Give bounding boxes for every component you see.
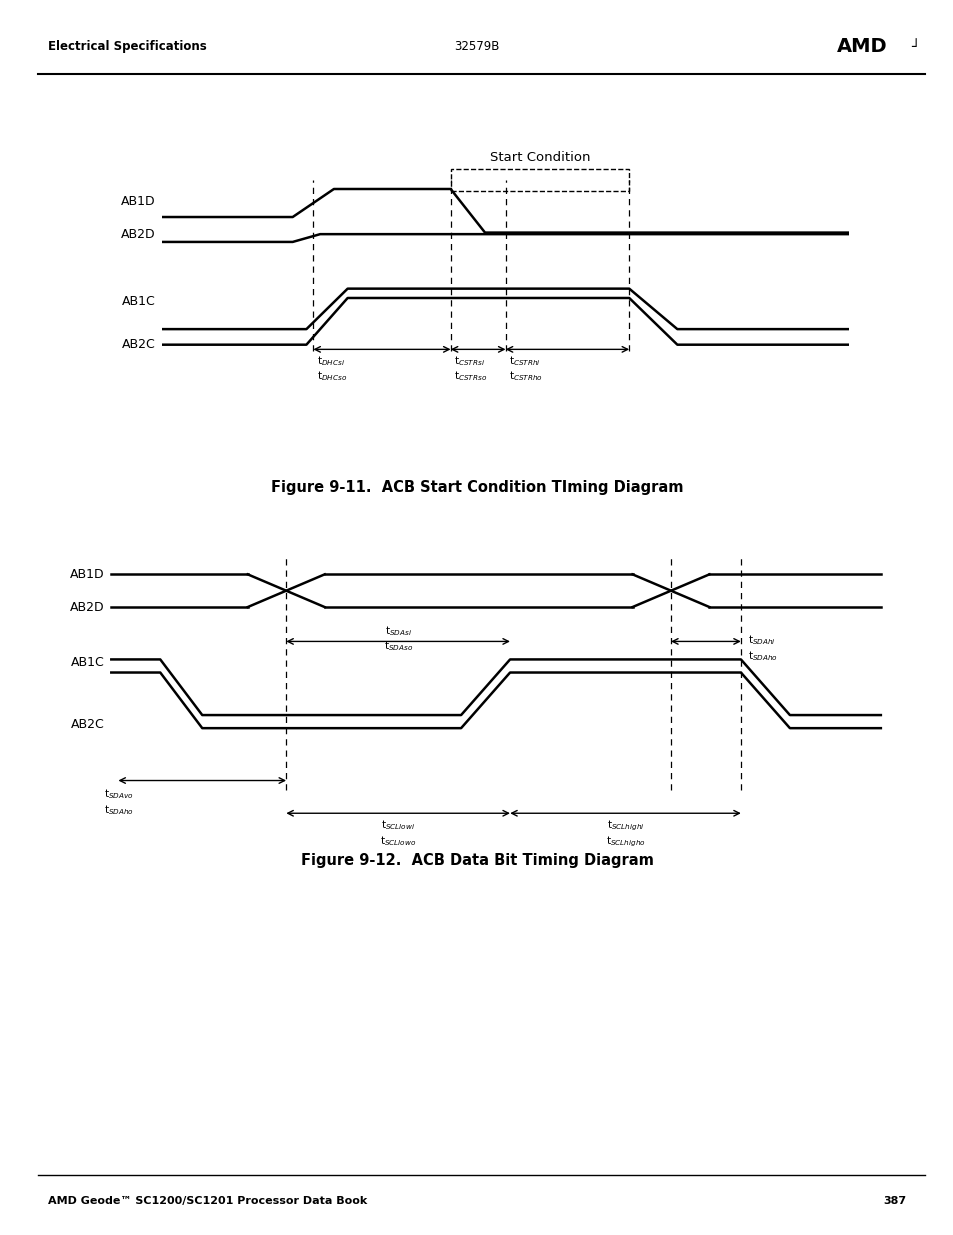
Text: t$_{SDAhi}$: t$_{SDAhi}$ (747, 632, 775, 647)
Text: t$_{SCLhigho}$: t$_{SCLhigho}$ (605, 835, 645, 848)
Text: Start Condition: Start Condition (489, 151, 590, 164)
Text: t$_{SCLlowi}$: t$_{SCLlowi}$ (380, 818, 415, 832)
Text: AB2D: AB2D (121, 227, 155, 241)
Text: AB1C: AB1C (71, 656, 104, 669)
Text: t$_{SDAso}$: t$_{SDAso}$ (383, 638, 413, 653)
Text: t$_{SDAvo}$: t$_{SDAvo}$ (104, 787, 134, 800)
Text: ┘: ┘ (910, 40, 919, 53)
Text: Figure 9-12.  ACB Data Bit Timing Diagram: Figure 9-12. ACB Data Bit Timing Diagram (300, 853, 653, 868)
Text: AB1D: AB1D (70, 568, 104, 580)
Text: t$_{CSTRhi}$: t$_{CSTRhi}$ (509, 354, 540, 368)
Text: 32579B: 32579B (454, 40, 499, 53)
Text: AB1D: AB1D (121, 195, 155, 207)
Text: AB2C: AB2C (121, 338, 155, 351)
Text: t$_{CSTRho}$: t$_{CSTRho}$ (509, 369, 542, 383)
Text: t$_{SDAsi}$: t$_{SDAsi}$ (384, 625, 412, 638)
Text: Figure 9-11.  ACB Start Condition TIming Diagram: Figure 9-11. ACB Start Condition TIming … (271, 480, 682, 495)
Text: Electrical Specifications: Electrical Specifications (48, 40, 206, 53)
Text: t$_{DHCso}$: t$_{DHCso}$ (316, 369, 347, 383)
Text: AB2D: AB2D (70, 600, 104, 614)
Text: AB1C: AB1C (121, 295, 155, 308)
Text: 387: 387 (882, 1195, 905, 1207)
Text: AB2C: AB2C (71, 719, 104, 731)
Text: AMD Geode™ SC1200/SC1201 Processor Data Book: AMD Geode™ SC1200/SC1201 Processor Data … (48, 1195, 367, 1207)
Text: t$_{CSTRso}$: t$_{CSTRso}$ (454, 369, 487, 383)
Text: t$_{DHCsi}$: t$_{DHCsi}$ (316, 354, 344, 368)
Text: t$_{SDAho}$: t$_{SDAho}$ (747, 650, 778, 663)
Text: t$_{CSTRsi}$: t$_{CSTRsi}$ (454, 354, 485, 368)
Text: t$_{SCLlowo}$: t$_{SCLlowo}$ (379, 835, 416, 848)
Text: t$_{SDAho}$: t$_{SDAho}$ (104, 804, 134, 818)
Text: t$_{SCLhighi}$: t$_{SCLhighi}$ (606, 818, 643, 832)
Text: AMD: AMD (836, 37, 886, 56)
